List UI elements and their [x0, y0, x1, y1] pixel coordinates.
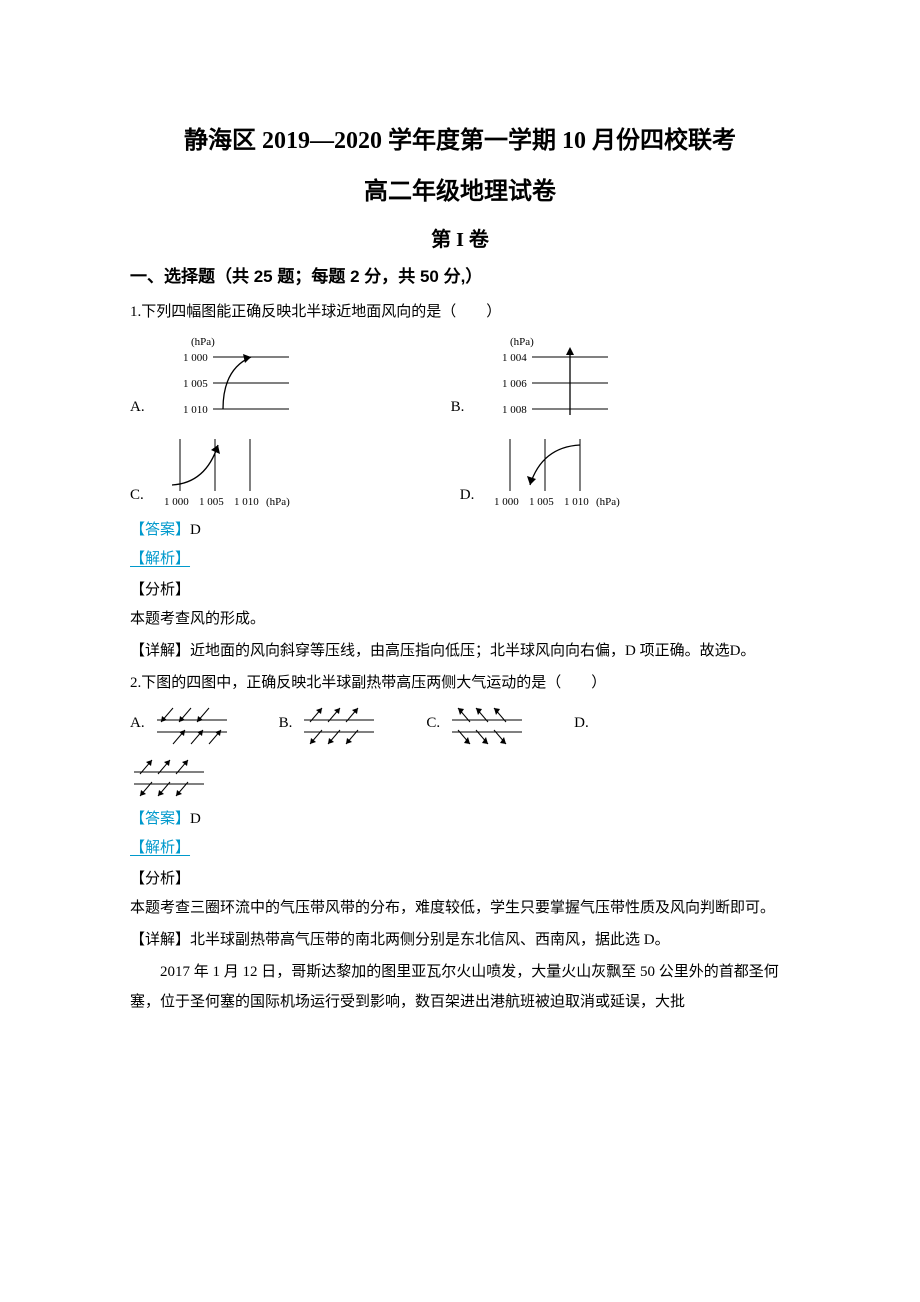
q1-d-label: D. — [460, 482, 475, 513]
q1-d-unit: (hPa) — [596, 496, 620, 508]
q1-diagram-c: 1 000 1 005 1 010 (hPa) — [150, 433, 300, 513]
q1-a-unit: (hPa) — [191, 336, 215, 348]
q1-detail: 【详解】近地面的风向斜穿等压线，由高压指向低压；北半球风向向右偏，D 项正确。故… — [130, 636, 790, 666]
q1-b-label: B. — [451, 394, 465, 425]
q1-option-a: A. (hPa) 1 000 1 005 1 010 — [130, 333, 291, 425]
q1-a-tick0: 1 000 — [183, 352, 208, 364]
q1-a-tick1: 1 005 — [183, 378, 208, 390]
q2-detail-text: 北半球副热带高气压带的南北两侧分别是东北信风、西南风，据此选 D。 — [190, 932, 670, 948]
title-main: 静海区 2019—2020 学年度第一学期 10 月份四校联考 — [130, 120, 790, 163]
q1-diagram-d: 1 000 1 005 1 010 (hPa) — [480, 433, 630, 513]
q1-option-c: C. 1 000 1 005 1 010 (hPa) — [130, 433, 300, 513]
q2-diagram-d-wrap — [130, 756, 790, 800]
q2-a-label: A. — [130, 710, 145, 741]
q2-option-b: B. — [279, 704, 379, 748]
q1-analysis-mark: 【分析】 — [130, 577, 790, 604]
q1-d-tick0: 1 000 — [494, 496, 519, 508]
q2-answer-value: D — [190, 811, 201, 827]
q2-detail: 【详解】北半球副热带高气压带的南北两侧分别是东北信风、西南风，据此选 D。 — [130, 925, 790, 955]
q1-c-tick2: 1 010 — [234, 496, 259, 508]
answer-mark: 【答案】 — [130, 522, 190, 538]
q1-row-ab: A. (hPa) 1 000 1 005 1 010 B. (hPa) 1 00… — [130, 333, 790, 425]
q2-b-label: B. — [279, 710, 293, 741]
q2-c-label: C. — [426, 710, 440, 741]
q2-analysis-mark: 【分析】 — [130, 866, 790, 893]
q1-a-tick2: 1 010 — [183, 404, 208, 416]
q1-b-tick2: 1 008 — [502, 404, 527, 416]
passage-text: 2017 年 1 月 12 日，哥斯达黎加的图里亚瓦尔火山喷发，大量火山灰飘至 … — [130, 957, 790, 1017]
title-sub: 高二年级地理试卷 — [130, 171, 790, 214]
q2-text: 2.下图的四图中，正确反映北半球副热带高压两侧大气运动的是（ ） — [130, 668, 790, 698]
q1-c-tick1: 1 005 — [199, 496, 224, 508]
q1-option-b: B. (hPa) 1 004 1 006 1 008 — [451, 333, 611, 425]
q1-d-tick2: 1 010 — [564, 496, 589, 508]
q2-options-row: A. B. C. — [130, 704, 790, 748]
q1-c-unit: (hPa) — [266, 496, 290, 508]
q1-text: 1.下列四幅图能正确反映北半球近地面风向的是（ ） — [130, 297, 790, 327]
section-label: 第 I 卷 — [130, 222, 790, 258]
q1-d-tick1: 1 005 — [529, 496, 554, 508]
q1-b-tick0: 1 004 — [502, 352, 527, 364]
q1-c-tick0: 1 000 — [164, 496, 189, 508]
q1-option-d: D. 1 000 1 005 1 010 (hPa) — [460, 433, 631, 513]
q2-analysis-text: 本题考查三圈环流中的气压带风带的分布，难度较低，学生只要掌握气压带性质及风向判断… — [130, 893, 790, 923]
q2-option-d-label-only: D. — [574, 710, 589, 741]
q2-explain-mark: 【解析】 — [130, 835, 190, 862]
q2-answer: 【答案】D — [130, 806, 790, 833]
q1-analysis-text: 本题考查风的形成。 — [130, 604, 790, 634]
q1-diagram-a: (hPa) 1 000 1 005 1 010 — [151, 333, 291, 425]
q1-detail-text: 近地面的风向斜穿等压线，由高压指向低压；北半球风向向右偏，D 项正确。故选D。 — [190, 643, 755, 659]
q2-diagram-c — [448, 704, 526, 748]
q1-c-label: C. — [130, 482, 144, 513]
detail-open-2: 【详解】 — [130, 932, 190, 948]
section-heading: 一、选择题（共 25 题；每题 2 分，共 50 分,） — [130, 262, 790, 293]
q2-option-a: A. — [130, 704, 231, 748]
q1-b-tick1: 1 006 — [502, 378, 527, 390]
q1-diagram-b: (hPa) 1 004 1 006 1 008 — [470, 333, 610, 425]
q1-a-label: A. — [130, 394, 145, 425]
q2-d-label: D. — [574, 710, 589, 741]
q2-diagram-a — [153, 704, 231, 748]
q1-explain-mark: 【解析】 — [130, 546, 190, 573]
q1-answer: 【答案】D — [130, 517, 790, 544]
detail-open: 【详解】 — [130, 643, 190, 659]
q1-row-cd: C. 1 000 1 005 1 010 (hPa) D. 1 000 1 00… — [130, 433, 790, 513]
q1-answer-value: D — [190, 522, 201, 538]
q2-diagram-b — [300, 704, 378, 748]
answer-mark-2: 【答案】 — [130, 811, 190, 827]
q2-option-c: C. — [426, 704, 526, 748]
q1-b-unit: (hPa) — [510, 336, 534, 348]
q2-diagram-d — [130, 756, 208, 800]
